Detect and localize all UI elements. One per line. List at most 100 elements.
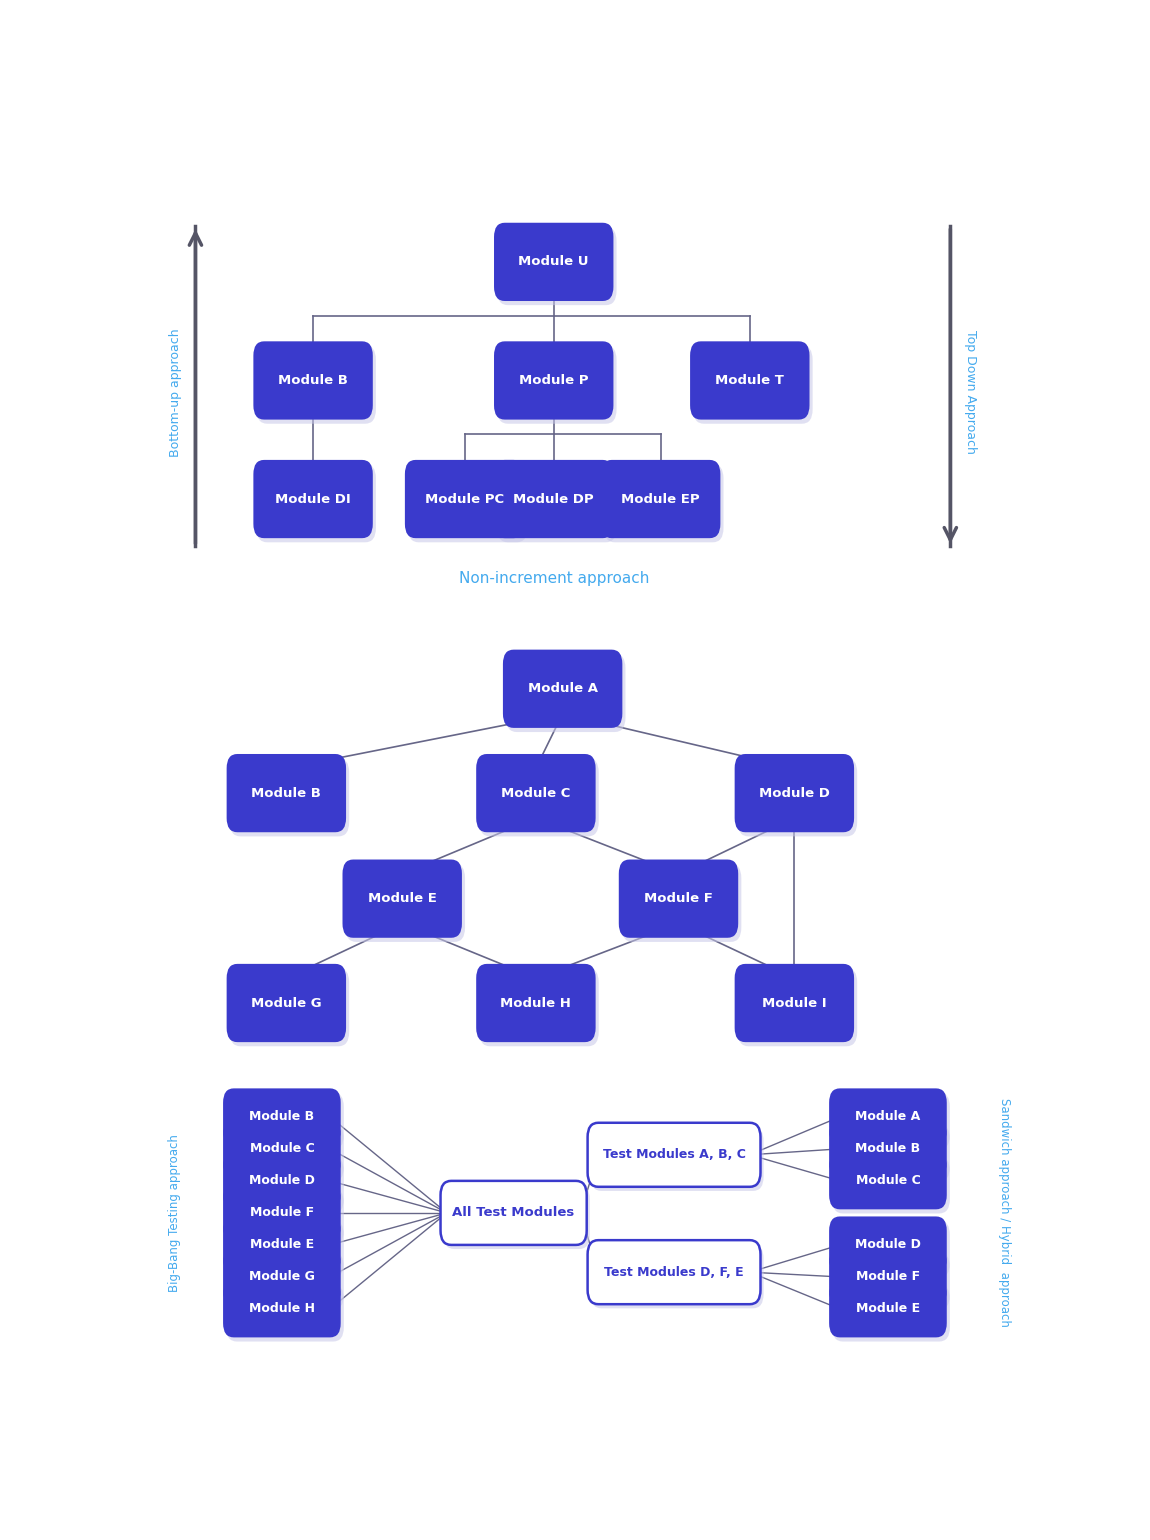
FancyBboxPatch shape <box>833 1284 950 1341</box>
FancyBboxPatch shape <box>619 859 738 938</box>
Text: Module C: Module C <box>501 787 570 799</box>
Text: Module E: Module E <box>368 892 437 906</box>
FancyBboxPatch shape <box>227 1221 344 1278</box>
FancyBboxPatch shape <box>829 1217 946 1274</box>
FancyBboxPatch shape <box>256 464 376 542</box>
FancyBboxPatch shape <box>223 1249 340 1306</box>
FancyBboxPatch shape <box>480 969 599 1046</box>
Text: Module EP: Module EP <box>621 493 700 505</box>
FancyBboxPatch shape <box>476 755 596 832</box>
FancyBboxPatch shape <box>494 460 613 537</box>
FancyBboxPatch shape <box>588 1240 760 1304</box>
FancyBboxPatch shape <box>227 1189 344 1246</box>
FancyBboxPatch shape <box>833 1157 950 1214</box>
Text: Module D: Module D <box>854 1238 921 1252</box>
Text: Module B: Module B <box>250 1110 314 1123</box>
FancyBboxPatch shape <box>588 1123 760 1187</box>
FancyBboxPatch shape <box>829 1121 946 1177</box>
FancyBboxPatch shape <box>738 969 857 1046</box>
FancyBboxPatch shape <box>829 1152 946 1209</box>
FancyBboxPatch shape <box>227 1124 344 1181</box>
FancyBboxPatch shape <box>227 1157 344 1214</box>
Text: Module F: Module F <box>250 1206 314 1220</box>
Text: Module U: Module U <box>519 256 589 268</box>
FancyBboxPatch shape <box>497 226 616 305</box>
Text: Module I: Module I <box>762 996 827 1010</box>
FancyBboxPatch shape <box>227 964 346 1043</box>
FancyBboxPatch shape <box>230 758 350 836</box>
Text: Sandwich approach / Hybrid  approach: Sandwich approach / Hybrid approach <box>998 1098 1011 1327</box>
FancyBboxPatch shape <box>227 1092 344 1149</box>
FancyBboxPatch shape <box>223 1217 340 1274</box>
FancyBboxPatch shape <box>506 654 626 732</box>
FancyBboxPatch shape <box>829 1089 946 1146</box>
Text: Module A: Module A <box>528 682 598 695</box>
Text: Test Modules A, B, C: Test Modules A, B, C <box>603 1149 745 1161</box>
FancyBboxPatch shape <box>253 342 373 419</box>
FancyBboxPatch shape <box>346 864 465 942</box>
FancyBboxPatch shape <box>343 859 462 938</box>
FancyBboxPatch shape <box>604 464 723 542</box>
FancyBboxPatch shape <box>497 464 616 542</box>
FancyBboxPatch shape <box>227 1284 344 1341</box>
Text: Big-Bang Testing approach: Big-Bang Testing approach <box>168 1133 181 1292</box>
FancyBboxPatch shape <box>494 223 613 300</box>
FancyBboxPatch shape <box>833 1221 950 1278</box>
Text: Module F: Module F <box>644 892 713 906</box>
Text: Module F: Module F <box>856 1270 920 1283</box>
FancyBboxPatch shape <box>735 964 854 1043</box>
Text: Module T: Module T <box>715 374 784 387</box>
Text: Module G: Module G <box>248 1270 315 1283</box>
Text: Module P: Module P <box>519 374 589 387</box>
FancyBboxPatch shape <box>738 758 857 836</box>
FancyBboxPatch shape <box>405 460 524 537</box>
Text: Module H: Module H <box>500 996 572 1010</box>
Text: Module H: Module H <box>248 1303 315 1315</box>
FancyBboxPatch shape <box>690 342 810 419</box>
FancyBboxPatch shape <box>497 345 616 424</box>
FancyBboxPatch shape <box>223 1152 340 1209</box>
FancyBboxPatch shape <box>833 1252 950 1309</box>
FancyBboxPatch shape <box>408 464 528 542</box>
Text: Module C: Module C <box>856 1175 920 1187</box>
FancyBboxPatch shape <box>440 1181 586 1244</box>
FancyBboxPatch shape <box>494 342 613 419</box>
FancyBboxPatch shape <box>223 1184 340 1241</box>
FancyBboxPatch shape <box>476 964 596 1043</box>
Text: Bottom-up approach: Bottom-up approach <box>169 328 183 457</box>
FancyBboxPatch shape <box>480 758 599 836</box>
Text: Module DP: Module DP <box>513 493 595 505</box>
FancyBboxPatch shape <box>829 1280 946 1337</box>
FancyBboxPatch shape <box>253 460 373 537</box>
Text: Module B: Module B <box>278 374 348 387</box>
Text: Module E: Module E <box>250 1238 314 1252</box>
Text: Module E: Module E <box>856 1303 920 1315</box>
Text: Non-increment approach: Non-increment approach <box>459 571 649 587</box>
FancyBboxPatch shape <box>601 460 720 537</box>
Text: Module A: Module A <box>856 1110 920 1123</box>
FancyBboxPatch shape <box>230 969 350 1046</box>
Text: Top Down Approach: Top Down Approach <box>965 331 977 454</box>
Text: Module C: Module C <box>250 1143 314 1155</box>
FancyBboxPatch shape <box>223 1089 340 1146</box>
FancyBboxPatch shape <box>833 1124 950 1181</box>
Text: Module PC: Module PC <box>426 493 504 505</box>
FancyBboxPatch shape <box>227 755 346 832</box>
FancyBboxPatch shape <box>227 1252 344 1309</box>
FancyBboxPatch shape <box>693 345 813 424</box>
Text: Module B: Module B <box>252 787 321 799</box>
FancyBboxPatch shape <box>223 1121 340 1177</box>
FancyBboxPatch shape <box>256 345 376 424</box>
FancyBboxPatch shape <box>829 1249 946 1306</box>
FancyBboxPatch shape <box>444 1184 590 1249</box>
FancyBboxPatch shape <box>622 864 742 942</box>
Text: Module D: Module D <box>759 787 830 799</box>
FancyBboxPatch shape <box>591 1127 764 1190</box>
FancyBboxPatch shape <box>591 1244 764 1309</box>
FancyBboxPatch shape <box>735 755 854 832</box>
Text: Module G: Module G <box>251 996 322 1010</box>
FancyBboxPatch shape <box>223 1280 340 1337</box>
Text: Test Modules D, F, E: Test Modules D, F, E <box>604 1266 744 1278</box>
Text: All Test Modules: All Test Modules <box>452 1206 575 1220</box>
FancyBboxPatch shape <box>833 1092 950 1149</box>
